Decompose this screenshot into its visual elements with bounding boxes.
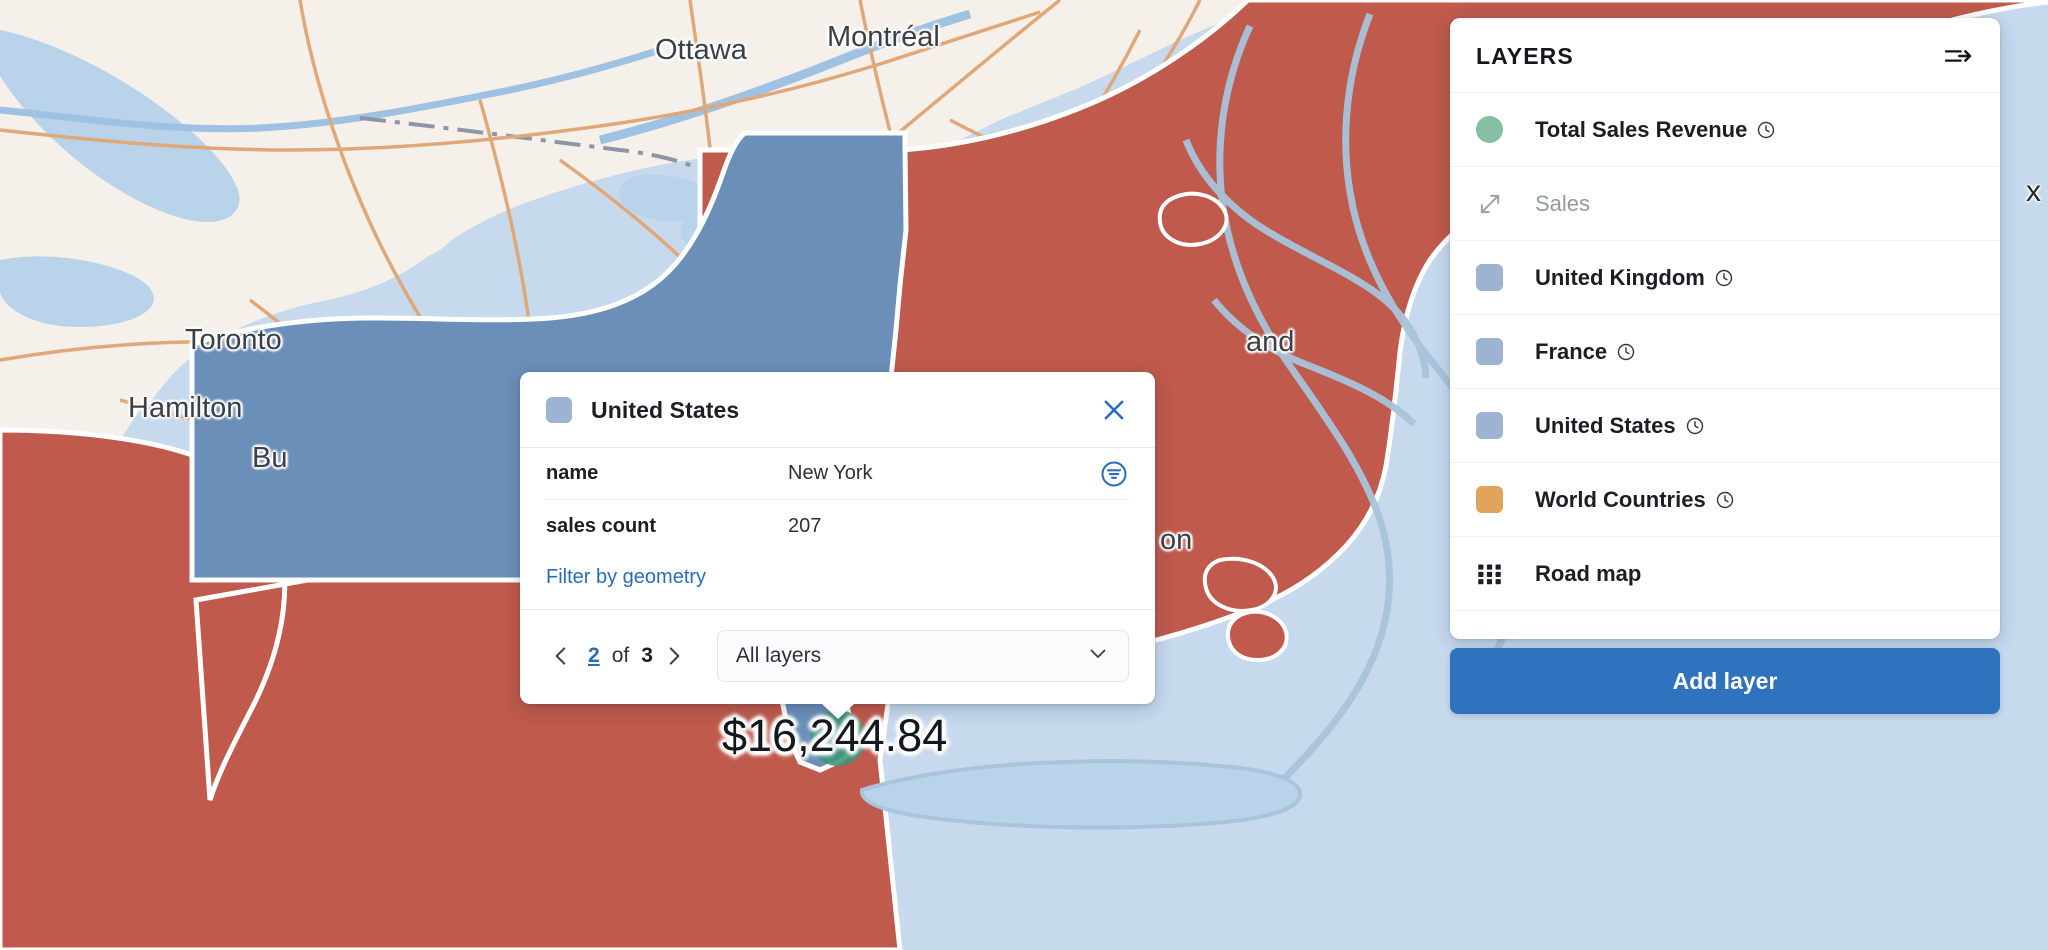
attribute-value: 207 — [788, 514, 822, 537]
layers-panel-title: LAYERS — [1476, 42, 1574, 69]
land-mass-main — [0, 0, 1252, 410]
filter-icon[interactable] — [1099, 459, 1129, 489]
layer-item-label: World Countries — [1535, 486, 1706, 512]
chevron-left-icon[interactable] — [546, 641, 576, 671]
expand-arrow-icon — [1476, 190, 1510, 218]
table-row: sales count 207 — [546, 500, 1129, 552]
sidebar-item-world-countries[interactable]: World Countries — [1450, 463, 2000, 537]
chevron-right-icon[interactable] — [659, 641, 689, 671]
square-swatch-icon — [1476, 338, 1510, 365]
layer-item-label: Road map — [1535, 560, 1642, 586]
clock-icon — [1756, 120, 1776, 140]
lake-small-1 — [619, 174, 716, 222]
layer-item-label: United States — [1535, 412, 1676, 438]
pagination-current-page[interactable]: 2 — [588, 644, 600, 667]
layer-item-label: United Kingdom — [1535, 264, 1705, 290]
layers-panel-header: LAYERS — [1450, 18, 2000, 93]
feature-info-popup[interactable]: United States name New York sales count … — [520, 372, 1155, 704]
pagination-total-pages: 3 — [641, 644, 653, 667]
square-swatch-icon — [1476, 412, 1510, 439]
circle-swatch-icon — [1476, 116, 1510, 143]
popup-footer: 2 of 3 All layers — [520, 609, 1155, 704]
layers-panel[interactable]: LAYERS Total Sales Revenue Sales — [1450, 18, 2000, 639]
collapse-right-icon[interactable] — [1942, 40, 1974, 72]
popup-pagination: 2 of 3 — [546, 641, 689, 671]
sidebar-item-sales[interactable]: Sales — [1450, 167, 2000, 241]
attribute-table: name New York sales count 207 — [520, 448, 1155, 552]
close-icon[interactable] — [1099, 395, 1129, 425]
layer-filter-value: All layers — [735, 644, 822, 667]
stray-close-glyph[interactable]: x — [2026, 175, 2041, 208]
attribute-key: name — [546, 462, 599, 484]
long-island — [859, 759, 1303, 830]
marker-dot-icon — [810, 710, 866, 766]
sidebar-item-united-kingdom[interactable]: United Kingdom — [1450, 241, 2000, 315]
sidebar-item-france[interactable]: France — [1450, 315, 2000, 389]
coastal-islands — [1157, 191, 1289, 663]
add-layer-button[interactable]: Add layer — [1450, 648, 2000, 714]
layer-item-label: Sales — [1535, 190, 1591, 216]
grid-icon — [1476, 560, 1510, 587]
layer-item-label: Total Sales Revenue — [1535, 116, 1748, 142]
square-swatch-icon — [1476, 486, 1510, 513]
sidebar-item-united-states[interactable]: United States — [1450, 389, 2000, 463]
table-row: name New York — [546, 448, 1129, 500]
popup-header: United States — [520, 372, 1155, 448]
chevron-down-icon — [1086, 641, 1110, 671]
clock-icon — [1714, 268, 1734, 288]
pagination-of-label: of — [611, 644, 630, 667]
clock-icon — [1715, 490, 1735, 510]
clock-icon — [1616, 342, 1636, 362]
attribute-key: sales count — [546, 514, 657, 537]
filter-by-geometry-link[interactable]: Filter by geometry — [546, 566, 707, 588]
popup-layer-swatch — [546, 397, 572, 423]
layer-item-label: France — [1535, 338, 1608, 364]
river-ottawa — [0, 46, 662, 133]
sidebar-item-road-map[interactable]: Road map — [1450, 537, 2000, 611]
popup-title: United States — [591, 396, 740, 423]
lake-simcoe — [0, 256, 154, 328]
layer-filter-select[interactable]: All layers — [716, 630, 1129, 682]
river-st-lawrence — [598, 9, 972, 145]
sidebar-item-total-sales-revenue[interactable]: Total Sales Revenue — [1450, 93, 2000, 167]
clock-icon — [1685, 416, 1705, 436]
attribute-value: New York — [788, 462, 873, 484]
layers-panel-footer-spacer — [1450, 611, 2000, 639]
square-swatch-icon — [1476, 264, 1510, 291]
